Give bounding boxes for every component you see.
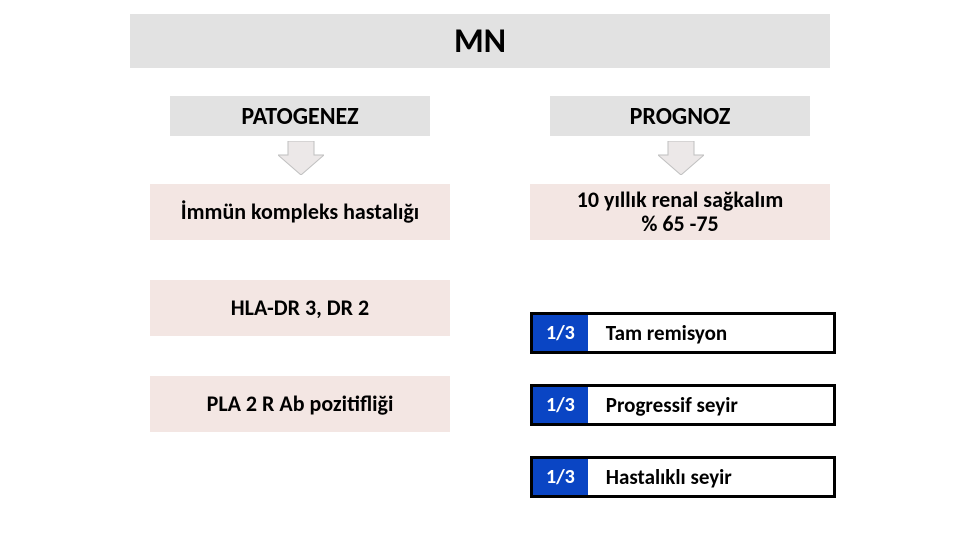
arrow-down-icon bbox=[278, 141, 324, 175]
fraction-badge-0: 1/3 bbox=[533, 315, 588, 351]
fraction-badge-1: 1/3 bbox=[533, 387, 588, 423]
fraction-label-1: Progressif seyir bbox=[588, 387, 833, 423]
left-detail-2: PLA 2 R Ab pozitifliği bbox=[150, 376, 450, 432]
right-detail-text: 10 yıllık renal sağkalım% 65 -75 bbox=[577, 188, 783, 236]
left-detail-0: İmmün kompleks hastalığı bbox=[150, 184, 450, 240]
fraction-badge-2: 1/3 bbox=[533, 459, 588, 495]
diagram-stage: MN PATOGENEZ PROGNOZ İmmün kompleks hast… bbox=[0, 0, 960, 540]
arrow-down-icon bbox=[658, 141, 704, 175]
left-column-header: PATOGENEZ bbox=[170, 96, 430, 136]
right-header-text: PROGNOZ bbox=[630, 102, 731, 131]
fraction-row-1: 1/3 Progressif seyir bbox=[530, 384, 836, 426]
title-box: MN bbox=[130, 14, 830, 68]
left-detail-1: HLA-DR 3, DR 2 bbox=[150, 280, 450, 336]
left-header-text: PATOGENEZ bbox=[241, 102, 358, 131]
fraction-label-0: Tam remisyon bbox=[588, 315, 833, 351]
left-detail-2-text: PLA 2 R Ab pozitifliği bbox=[207, 392, 394, 416]
left-detail-1-text: HLA-DR 3, DR 2 bbox=[231, 296, 369, 320]
diagram-title: MN bbox=[454, 21, 506, 62]
right-detail: 10 yıllık renal sağkalım% 65 -75 bbox=[530, 184, 830, 240]
fraction-row-0: 1/3 Tam remisyon bbox=[530, 312, 836, 354]
fraction-label-2: Hastalıklı seyir bbox=[588, 459, 833, 495]
left-detail-0-text: İmmün kompleks hastalığı bbox=[181, 200, 419, 224]
right-column-header: PROGNOZ bbox=[550, 96, 810, 136]
fraction-row-2: 1/3 Hastalıklı seyir bbox=[530, 456, 836, 498]
